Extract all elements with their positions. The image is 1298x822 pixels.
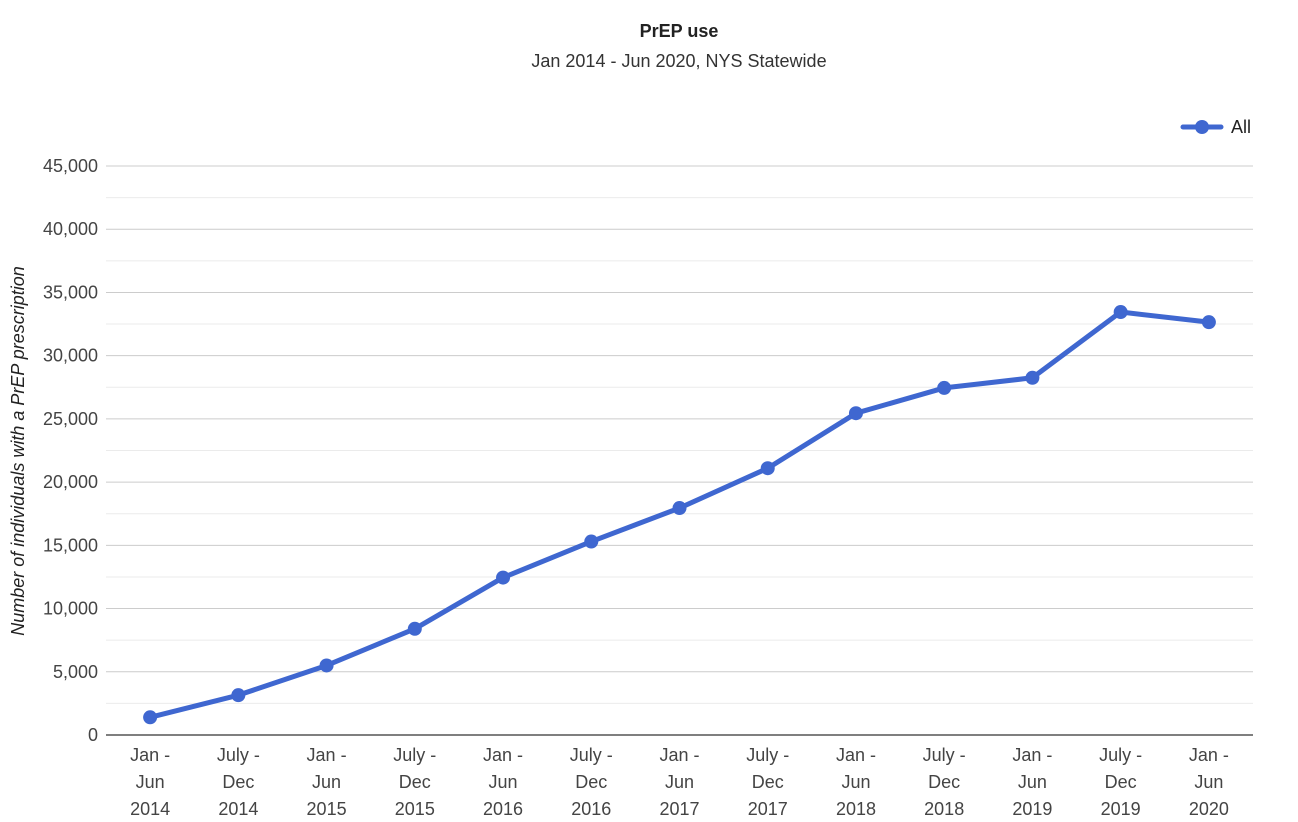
- x-tick-label: Dec: [1105, 772, 1137, 792]
- data-point: [937, 380, 952, 395]
- x-tick-label: 2015: [307, 799, 347, 819]
- x-tick-label: 2016: [483, 799, 523, 819]
- y-tick-label: 10,000: [43, 599, 98, 619]
- x-tick-label: Jun: [489, 772, 518, 792]
- y-tick-label: 35,000: [43, 282, 98, 302]
- x-tick-label: Jun: [665, 772, 694, 792]
- x-tick-label: 2014: [218, 799, 258, 819]
- x-tick-label: 2018: [924, 799, 964, 819]
- x-tick-label: Jun: [841, 772, 870, 792]
- y-tick-label: 40,000: [43, 219, 98, 239]
- x-tick-label: Jun: [136, 772, 165, 792]
- data-point: [1201, 315, 1216, 330]
- x-tick-label: July -: [746, 745, 789, 765]
- y-tick-label: 0: [88, 725, 98, 745]
- data-point: [231, 688, 246, 703]
- x-tick-label: July -: [1099, 745, 1142, 765]
- x-axis: Jan - Jun 2014 July - Dec 2014 Jan - Jun 2015 Jul…: [130, 745, 1229, 819]
- x-tick-label: Jun: [1194, 772, 1223, 792]
- x-tick-label: Jan -: [836, 745, 876, 765]
- x-tick-label: 2014: [130, 799, 170, 819]
- x-tick-label: Dec: [575, 772, 607, 792]
- x-tick-label: Jan -: [1012, 745, 1052, 765]
- data-point: [407, 621, 422, 636]
- x-tick-label: Jan -: [483, 745, 523, 765]
- x-tick-label: 2017: [748, 799, 788, 819]
- x-tick-label: 2019: [1012, 799, 1052, 819]
- y-axis: 0 5,000 10,000 15,000 20,000 25,000 30,000 35,0…: [43, 156, 98, 745]
- x-tick-label: Dec: [928, 772, 960, 792]
- data-point: [319, 658, 334, 673]
- x-tick-label: Jan -: [307, 745, 347, 765]
- y-tick-label: 5,000: [53, 662, 98, 682]
- data-point: [848, 406, 863, 421]
- x-tick-label: 2018: [836, 799, 876, 819]
- data-point: [1113, 305, 1128, 320]
- y-axis-title: Number of individuals with a PrEP prescr…: [8, 266, 28, 636]
- x-tick-label: 2016: [571, 799, 611, 819]
- data-point: [496, 570, 511, 585]
- gridlines: [106, 165, 1253, 736]
- data-point: [672, 501, 687, 516]
- x-tick-label: 2015: [395, 799, 435, 819]
- data-point: [143, 710, 158, 725]
- legend-label-all: All: [1231, 117, 1251, 137]
- x-tick-label: Jun: [1018, 772, 1047, 792]
- y-tick-label: 45,000: [43, 156, 98, 176]
- y-tick-label: 20,000: [43, 472, 98, 492]
- data-point: [760, 461, 775, 476]
- legend-swatch-dot: [1195, 120, 1209, 134]
- x-tick-label: Jan -: [130, 745, 170, 765]
- x-tick-label: Jan -: [1189, 745, 1229, 765]
- x-tick-label: 2019: [1101, 799, 1141, 819]
- x-tick-label: July -: [923, 745, 966, 765]
- x-tick-label: Jan -: [659, 745, 699, 765]
- x-tick-label: July -: [393, 745, 436, 765]
- x-tick-label: Dec: [399, 772, 431, 792]
- y-tick-label: 25,000: [43, 409, 98, 429]
- x-tick-label: 2020: [1189, 799, 1229, 819]
- chart-title: PrEP use: [640, 21, 719, 41]
- x-tick-label: July -: [570, 745, 613, 765]
- x-tick-label: Dec: [752, 772, 784, 792]
- y-tick-label: 15,000: [43, 535, 98, 555]
- data-point: [1025, 370, 1040, 385]
- y-tick-label: 30,000: [43, 346, 98, 366]
- x-tick-label: Jun: [312, 772, 341, 792]
- legend[interactable]: All: [1180, 117, 1251, 137]
- chart-subtitle: Jan 2014 - Jun 2020, NYS Statewide: [531, 51, 826, 71]
- x-tick-label: 2017: [659, 799, 699, 819]
- x-tick-label: Dec: [222, 772, 254, 792]
- data-point: [584, 534, 599, 549]
- x-tick-label: July -: [217, 745, 260, 765]
- series-group: [143, 305, 1216, 725]
